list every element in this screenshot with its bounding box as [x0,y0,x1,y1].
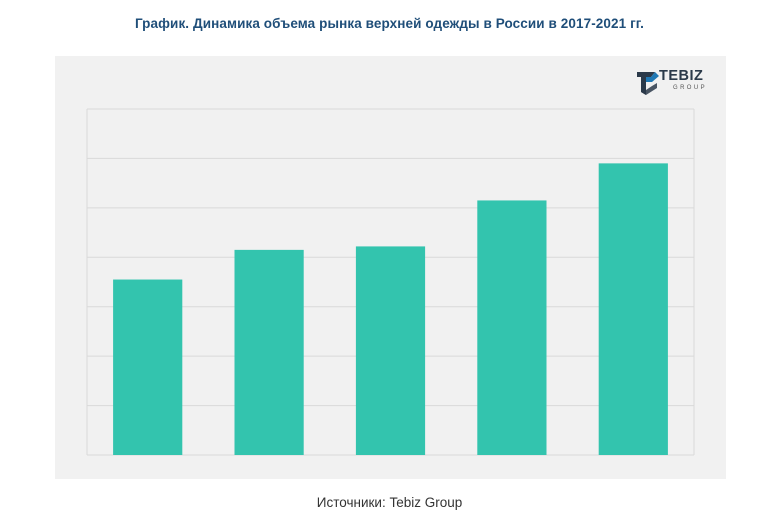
bar-4 [477,200,546,455]
bar-5 [599,163,668,455]
plot-area [87,109,694,455]
tebiz-logo: TEBIZ GROUP [635,68,715,100]
bar-series [113,163,668,455]
bar-2 [235,250,304,455]
bar-3 [356,246,425,455]
tebiz-logo-icon [635,68,661,98]
logo-subtext: GROUP [673,85,707,91]
chart-panel: TEBIZ GROUP [55,56,726,479]
bar-1 [113,280,182,455]
source-note: Источники: Tebiz Group [0,495,779,510]
logo-text: TEBIZ [659,68,703,84]
chart-title: График. Динамика объема рынка верхней од… [0,16,779,31]
